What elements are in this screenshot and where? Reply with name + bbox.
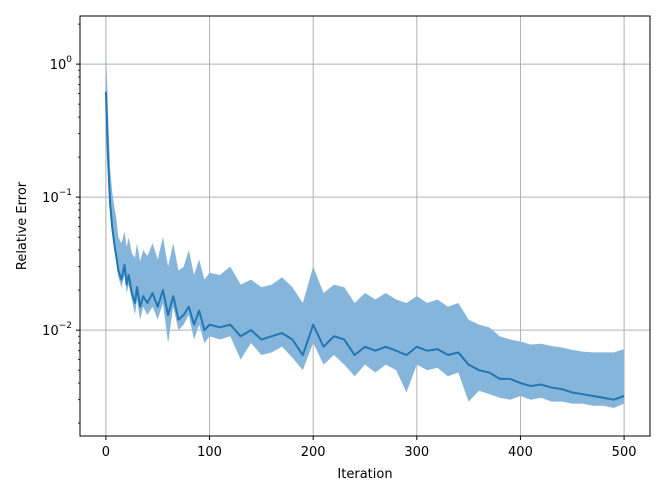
x-axis-label: Iteration xyxy=(337,467,392,482)
x-tick-label-3: 300 xyxy=(404,445,429,460)
y-tick-label-1: 10−1 xyxy=(42,188,72,206)
x-ticks: 0 100 200 300 400 500 xyxy=(102,436,637,460)
y-tick-label-0: 100 xyxy=(50,55,73,73)
axes-frame xyxy=(79,15,651,437)
y-ticks: 100 10−1 10−2 xyxy=(42,23,80,424)
band-area xyxy=(105,46,625,408)
mean-line xyxy=(104,91,625,401)
x-tick-label-1: 100 xyxy=(197,445,222,460)
x-tick-label-0: 0 xyxy=(102,445,110,460)
x-tick-label-2: 200 xyxy=(301,445,326,460)
mean-line-path xyxy=(104,91,625,401)
x-tick-label-5: 500 xyxy=(612,445,637,460)
x-tick-label-4: 400 xyxy=(508,445,533,460)
y-tick-label-2: 10−2 xyxy=(42,321,72,339)
y-axis-label: Relative Error xyxy=(15,181,30,270)
uncertainty-band xyxy=(105,46,625,408)
